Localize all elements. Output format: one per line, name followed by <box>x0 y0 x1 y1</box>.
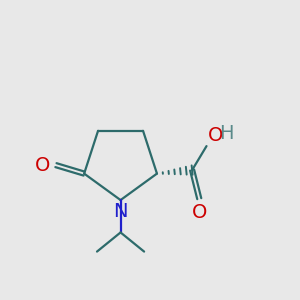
Text: O: O <box>208 126 224 145</box>
Text: H: H <box>219 124 234 142</box>
Text: N: N <box>113 202 128 220</box>
Text: O: O <box>192 203 207 222</box>
Text: O: O <box>35 156 51 175</box>
